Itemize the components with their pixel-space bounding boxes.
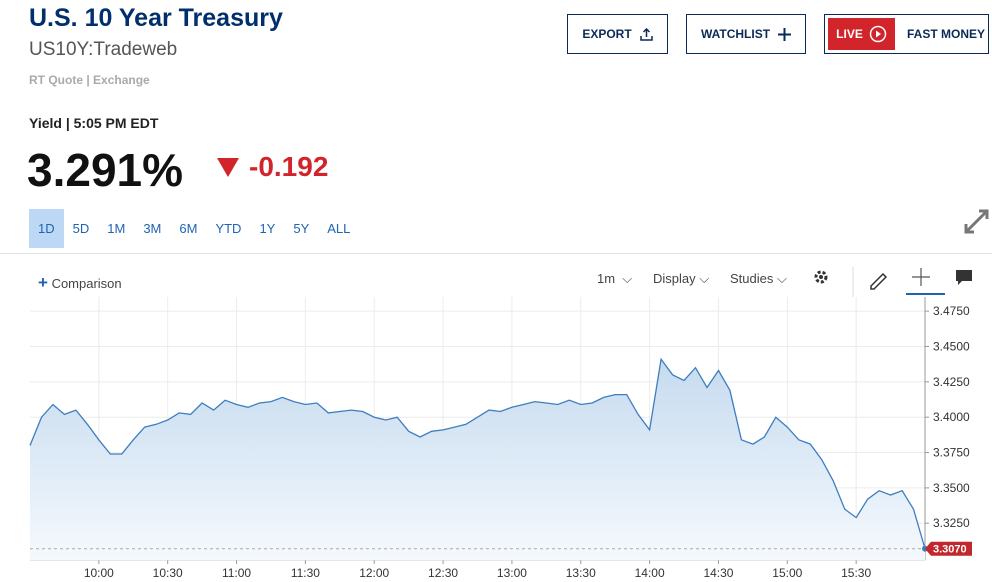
x-tick-label: 12:30 (428, 566, 458, 580)
down-arrow (217, 158, 239, 177)
x-tick-label: 13:30 (566, 566, 596, 580)
symbol: US10Y:Tradeweb (29, 39, 178, 60)
y-tick-label: 3.4250 (933, 375, 970, 389)
y-tick-label: 3.4000 (933, 410, 970, 424)
label: Comparison (51, 276, 122, 291)
quote-source: RT Quote | Exchange (29, 73, 150, 87)
y-tick-label: 3.3500 (933, 481, 970, 495)
x-tick-label: 14:30 (703, 566, 733, 580)
x-tick-label: 10:30 (153, 566, 183, 580)
price-line (29, 357, 926, 549)
range-tab[interactable]: ALL (327, 221, 351, 236)
interval-button[interactable]: 1m ⌵ (597, 271, 633, 286)
x-tick-label: 14:00 (635, 566, 665, 580)
x-tick-label: 11:30 (291, 566, 320, 580)
comparison-button[interactable]: + Comparison (38, 273, 122, 292)
range-tab[interactable]: 6M (179, 221, 198, 236)
draw-icon[interactable] (870, 272, 888, 290)
icon (778, 27, 792, 41)
range-tab[interactable]: 5Y (293, 221, 310, 236)
chart-toolbar: + Comparison 1m ⌵ Display ⌵ Studies ⌵ (0, 253, 992, 298)
y-tick-label: 3.3250 (933, 516, 970, 530)
tool-icons (814, 267, 972, 297)
x-tick-label: 11:00 (222, 566, 251, 580)
label: EXPORT (582, 27, 632, 41)
range-tabs: 1D 5D 1M 3M 6M YTD 1Y 5Y ALL (29, 209, 359, 248)
label: WATCHLIST (700, 27, 771, 41)
x-tick-label: 12:00 (359, 566, 389, 580)
range-tab[interactable]: 5D (72, 221, 90, 236)
range-tab[interactable]: 1Y (259, 221, 276, 236)
last-value-label: 3.3070 (933, 544, 967, 556)
studies-button[interactable]: Studies ⌵ (730, 271, 787, 286)
live-button[interactable]: LIVE FAST MONEY (824, 14, 989, 54)
y-tick-label: 3.3750 (933, 446, 970, 460)
live-badge: LIVE (828, 18, 895, 50)
comment-icon[interactable] (956, 270, 972, 285)
display-button[interactable]: Display ⌵ (653, 271, 710, 286)
icon (639, 27, 653, 41)
crosshair-icon[interactable] (912, 268, 930, 286)
export-button[interactable]: EXPORT (567, 14, 668, 54)
range-tab[interactable]: 1M (107, 221, 126, 236)
label: Studies (730, 271, 774, 286)
icon (869, 25, 887, 43)
x-tick-label: 13:00 (497, 566, 527, 580)
y-tick-label: 3.4500 (933, 339, 970, 353)
x-tick-label: 15:30 (841, 566, 871, 580)
title: U.S. 10 Year Treasury (29, 4, 283, 32)
label: 1m (597, 271, 616, 286)
range-tab[interactable]: 3M (143, 221, 162, 236)
watchlist-button[interactable]: WATCHLIST (686, 14, 806, 54)
x-tick-label: 10:00 (84, 566, 114, 580)
quote-label: Yield | 5:05 PM EDT (29, 115, 159, 131)
price-change: -0.192 (249, 151, 329, 182)
label: FAST MONEY (907, 27, 986, 41)
area-fill (30, 359, 925, 560)
range-tab[interactable]: 1D (29, 209, 64, 248)
last-price: 3.291% (27, 144, 184, 196)
x-tick-label: 15:00 (772, 566, 802, 580)
y-tick-label: 3.4750 (933, 304, 970, 318)
range-tab[interactable]: YTD (215, 221, 242, 236)
label: LIVE (836, 27, 863, 41)
last-value-tag (925, 541, 972, 556)
expand-icon[interactable] (963, 208, 990, 235)
settings-icon[interactable] (814, 270, 828, 284)
label: Display (653, 271, 696, 286)
